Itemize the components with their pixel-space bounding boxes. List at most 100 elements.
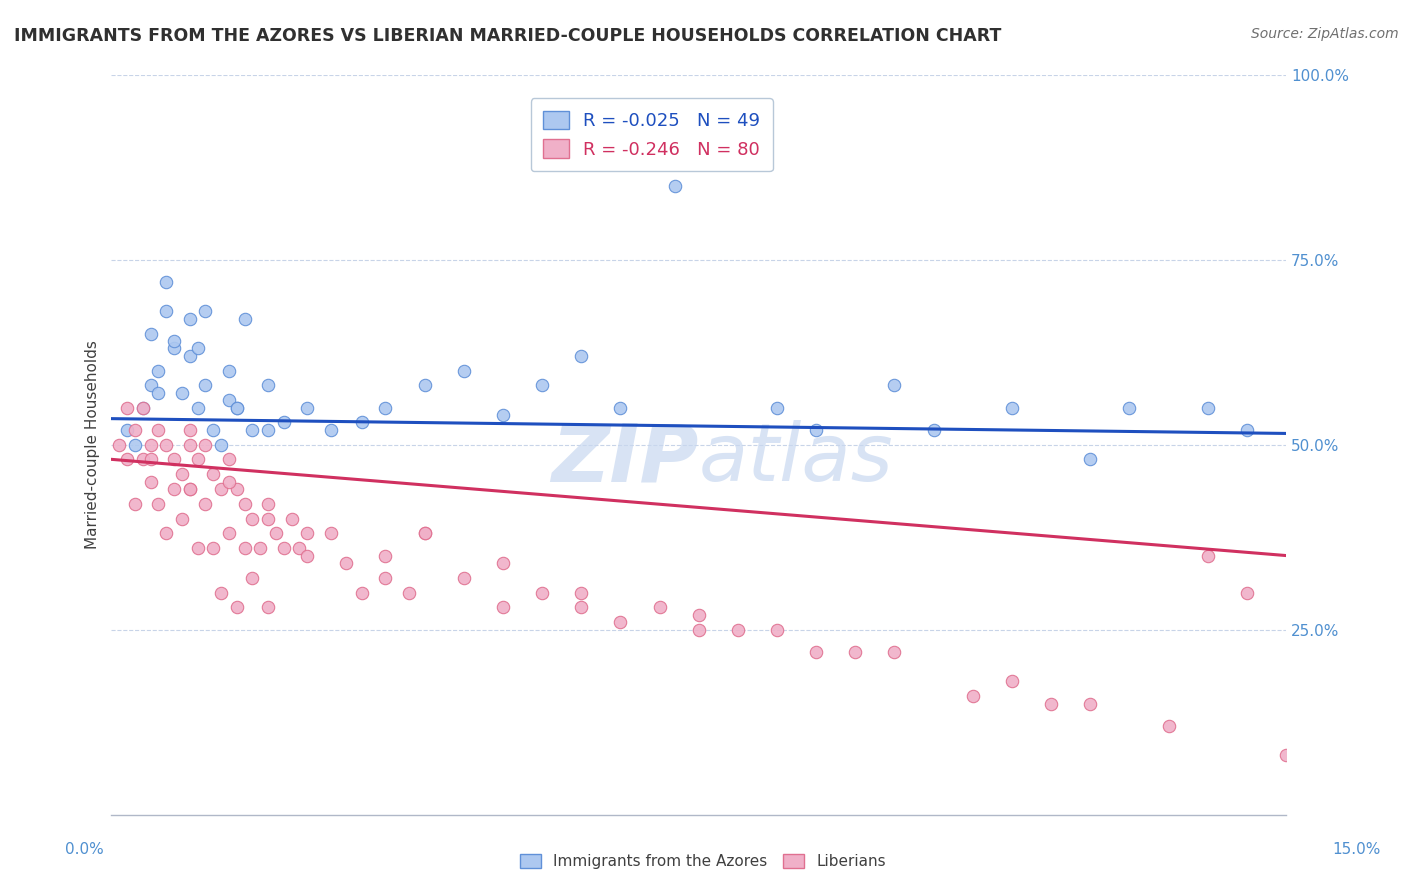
Point — [453, 363, 475, 377]
Point — [115, 452, 138, 467]
Point — [664, 178, 686, 193]
Point — [413, 526, 436, 541]
Point — [209, 482, 232, 496]
Point — [240, 571, 263, 585]
Point — [922, 423, 945, 437]
Point — [170, 385, 193, 400]
Point — [155, 275, 177, 289]
Point — [295, 526, 318, 541]
Point — [688, 607, 710, 622]
Point — [124, 437, 146, 451]
Point — [202, 423, 225, 437]
Point — [1236, 585, 1258, 599]
Point — [179, 349, 201, 363]
Point — [233, 541, 256, 556]
Point — [453, 571, 475, 585]
Point — [132, 452, 155, 467]
Text: IMMIGRANTS FROM THE AZORES VS LIBERIAN MARRIED-COUPLE HOUSEHOLDS CORRELATION CHA: IMMIGRANTS FROM THE AZORES VS LIBERIAN M… — [14, 27, 1001, 45]
Point — [688, 623, 710, 637]
Point — [264, 526, 287, 541]
Point — [218, 526, 240, 541]
Point — [132, 401, 155, 415]
Point — [413, 378, 436, 392]
Point — [124, 497, 146, 511]
Point — [1275, 748, 1298, 763]
Point — [962, 689, 984, 703]
Point — [883, 378, 905, 392]
Point — [531, 378, 554, 392]
Point — [1040, 697, 1063, 711]
Point — [179, 423, 201, 437]
Point — [883, 645, 905, 659]
Legend: R = -0.025   N = 49, R = -0.246   N = 80: R = -0.025 N = 49, R = -0.246 N = 80 — [530, 98, 773, 171]
Point — [179, 437, 201, 451]
Point — [115, 423, 138, 437]
Point — [218, 452, 240, 467]
Point — [273, 415, 295, 429]
Point — [295, 549, 318, 563]
Point — [257, 511, 280, 525]
Point — [609, 615, 631, 629]
Point — [139, 452, 162, 467]
Point — [492, 556, 515, 570]
Point — [319, 526, 342, 541]
Point — [202, 467, 225, 482]
Point — [350, 585, 373, 599]
Point — [413, 526, 436, 541]
Point — [1078, 697, 1101, 711]
Point — [727, 623, 749, 637]
Point — [273, 541, 295, 556]
Point — [209, 437, 232, 451]
Point — [648, 600, 671, 615]
Legend: Immigrants from the Azores, Liberians: Immigrants from the Azores, Liberians — [513, 848, 893, 875]
Point — [139, 475, 162, 489]
Point — [194, 437, 217, 451]
Point — [804, 423, 827, 437]
Point — [187, 401, 209, 415]
Point — [1197, 549, 1219, 563]
Point — [374, 401, 396, 415]
Point — [1157, 719, 1180, 733]
Point — [218, 475, 240, 489]
Point — [187, 541, 209, 556]
Point — [194, 378, 217, 392]
Point — [187, 342, 209, 356]
Text: 0.0%: 0.0% — [65, 842, 104, 856]
Point — [148, 385, 170, 400]
Point — [163, 452, 186, 467]
Point — [844, 645, 866, 659]
Point — [124, 423, 146, 437]
Point — [335, 556, 357, 570]
Point — [170, 467, 193, 482]
Point — [163, 334, 186, 348]
Point — [202, 541, 225, 556]
Point — [233, 497, 256, 511]
Text: atlas: atlas — [699, 420, 893, 499]
Point — [766, 401, 789, 415]
Point — [319, 423, 342, 437]
Point — [155, 304, 177, 318]
Point — [374, 549, 396, 563]
Text: ZIP: ZIP — [551, 420, 699, 499]
Text: 15.0%: 15.0% — [1333, 842, 1381, 856]
Point — [148, 363, 170, 377]
Point — [194, 497, 217, 511]
Point — [1197, 401, 1219, 415]
Point — [194, 304, 217, 318]
Point — [187, 452, 209, 467]
Point — [225, 401, 247, 415]
Point — [374, 571, 396, 585]
Point — [148, 423, 170, 437]
Point — [240, 511, 263, 525]
Point — [492, 600, 515, 615]
Point — [1001, 401, 1024, 415]
Y-axis label: Married-couple Households: Married-couple Households — [86, 340, 100, 549]
Point — [148, 497, 170, 511]
Point — [804, 645, 827, 659]
Point — [257, 423, 280, 437]
Point — [155, 437, 177, 451]
Point — [280, 511, 302, 525]
Point — [1236, 423, 1258, 437]
Point — [218, 363, 240, 377]
Point — [139, 378, 162, 392]
